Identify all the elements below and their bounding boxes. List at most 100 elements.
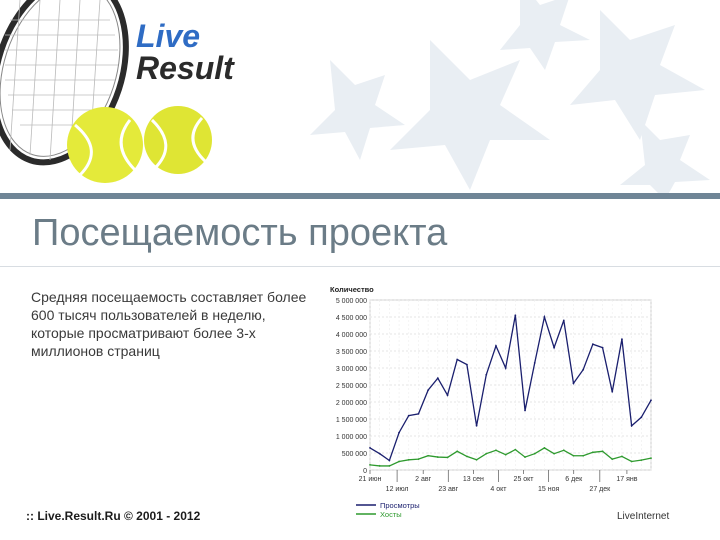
data-point xyxy=(524,456,526,458)
data-point xyxy=(572,382,575,385)
data-point xyxy=(398,431,400,434)
data-point xyxy=(543,316,546,318)
y-axis-title: Количество xyxy=(330,285,374,294)
data-point xyxy=(533,362,536,364)
title-rule xyxy=(0,266,720,267)
live-result-logo: Live Result xyxy=(136,20,234,84)
x-tick-label: 4 окт xyxy=(490,486,507,493)
liveinternet-label: LiveInternet xyxy=(617,511,670,522)
data-point xyxy=(611,390,614,393)
y-tick-label: 2 000 000 xyxy=(336,400,367,407)
data-point xyxy=(553,452,556,455)
x-tick-label: 25 окт xyxy=(514,476,535,483)
y-tick-label: 4 000 000 xyxy=(336,332,367,339)
legend-label: Хосты xyxy=(380,510,402,519)
data-point xyxy=(427,454,430,457)
data-point xyxy=(485,452,488,455)
data-point xyxy=(591,451,594,454)
data-point xyxy=(388,459,391,462)
data-point xyxy=(495,345,497,347)
x-tick-label: 17 янв xyxy=(616,476,637,483)
data-point xyxy=(456,358,459,361)
data-point xyxy=(485,373,488,376)
x-tick-label: 27 дек xyxy=(589,486,611,493)
data-point xyxy=(524,409,526,412)
data-point xyxy=(427,389,430,391)
data-point xyxy=(436,456,439,458)
data-point xyxy=(572,454,575,457)
data-point xyxy=(398,460,400,463)
data-point xyxy=(601,346,604,349)
description-text: Средняя посещаемость составляет более 60… xyxy=(31,289,307,359)
logo-live-text: Live xyxy=(136,18,201,54)
x-tick-label: 6 дек xyxy=(565,476,583,483)
data-point xyxy=(417,458,420,461)
x-tick-label: 23 авг xyxy=(438,486,458,493)
header-divider xyxy=(0,193,720,199)
data-point xyxy=(388,465,391,467)
star-background xyxy=(310,0,710,196)
data-point xyxy=(456,450,459,453)
data-point xyxy=(495,449,497,452)
y-tick-label: 1 000 000 xyxy=(336,434,367,441)
data-point xyxy=(562,449,565,452)
data-point xyxy=(562,319,565,322)
data-point xyxy=(553,346,556,349)
data-point xyxy=(369,447,371,449)
data-point xyxy=(378,465,381,467)
data-point xyxy=(630,460,633,463)
data-point xyxy=(650,457,652,459)
data-point xyxy=(514,314,517,317)
y-tick-label: 500 000 xyxy=(342,451,367,458)
data-point xyxy=(446,394,449,397)
data-point xyxy=(621,455,623,458)
data-point xyxy=(533,452,536,455)
data-point xyxy=(630,424,633,427)
traffic-line-chart: 0 500 000 1 000 000 1 500 000 2 000 000 2 500… xyxy=(330,285,652,519)
y-tick-label: 3 000 000 xyxy=(336,366,367,373)
data-point xyxy=(504,367,507,369)
tennis-balls-image xyxy=(67,106,212,183)
data-point xyxy=(514,448,517,451)
data-point xyxy=(465,455,468,458)
data-point xyxy=(543,447,546,449)
x-tick-label: 15 ноя xyxy=(538,486,559,493)
logo-result-text: Result xyxy=(136,50,234,86)
data-point xyxy=(436,377,439,380)
series-line-views xyxy=(369,314,652,462)
y-tick-label: 4 500 000 xyxy=(336,315,367,322)
y-tick-label: 0 xyxy=(363,468,367,475)
data-point xyxy=(378,452,381,455)
data-point xyxy=(582,454,585,457)
data-point xyxy=(650,399,652,402)
x-tick-label: 12 июл xyxy=(386,486,409,493)
data-point xyxy=(640,416,643,419)
data-point xyxy=(407,414,410,417)
footer-copyright: :: Live.Result.Ru © 2001 - 2012 xyxy=(26,509,201,523)
data-point xyxy=(446,456,449,459)
x-tick-label: 13 сен xyxy=(463,476,484,483)
legend-label: Просмотры xyxy=(380,501,420,510)
page-title: Посещаемость проекта xyxy=(32,212,448,254)
header-banner: Live Result xyxy=(0,0,720,196)
data-point xyxy=(504,453,507,456)
data-point xyxy=(475,458,478,461)
data-point xyxy=(591,343,594,346)
y-tick-label: 2 500 000 xyxy=(336,383,367,390)
y-tick-label: 1 500 000 xyxy=(336,417,367,424)
data-point xyxy=(475,424,478,427)
data-point xyxy=(407,458,410,461)
tennis-racket-image xyxy=(0,0,129,166)
data-point xyxy=(621,338,623,340)
series-line-hosts xyxy=(369,447,652,467)
data-point xyxy=(417,413,420,415)
data-point xyxy=(611,458,614,461)
data-point xyxy=(369,464,371,466)
y-tick-label: 3 500 000 xyxy=(336,349,367,356)
x-tick-label: 21 июн xyxy=(359,476,382,483)
y-tick-label: 5 000 000 xyxy=(336,298,367,305)
data-point xyxy=(465,363,468,366)
data-point xyxy=(582,368,585,371)
x-tick-label: 2 авг xyxy=(415,476,431,483)
data-point xyxy=(601,450,604,453)
